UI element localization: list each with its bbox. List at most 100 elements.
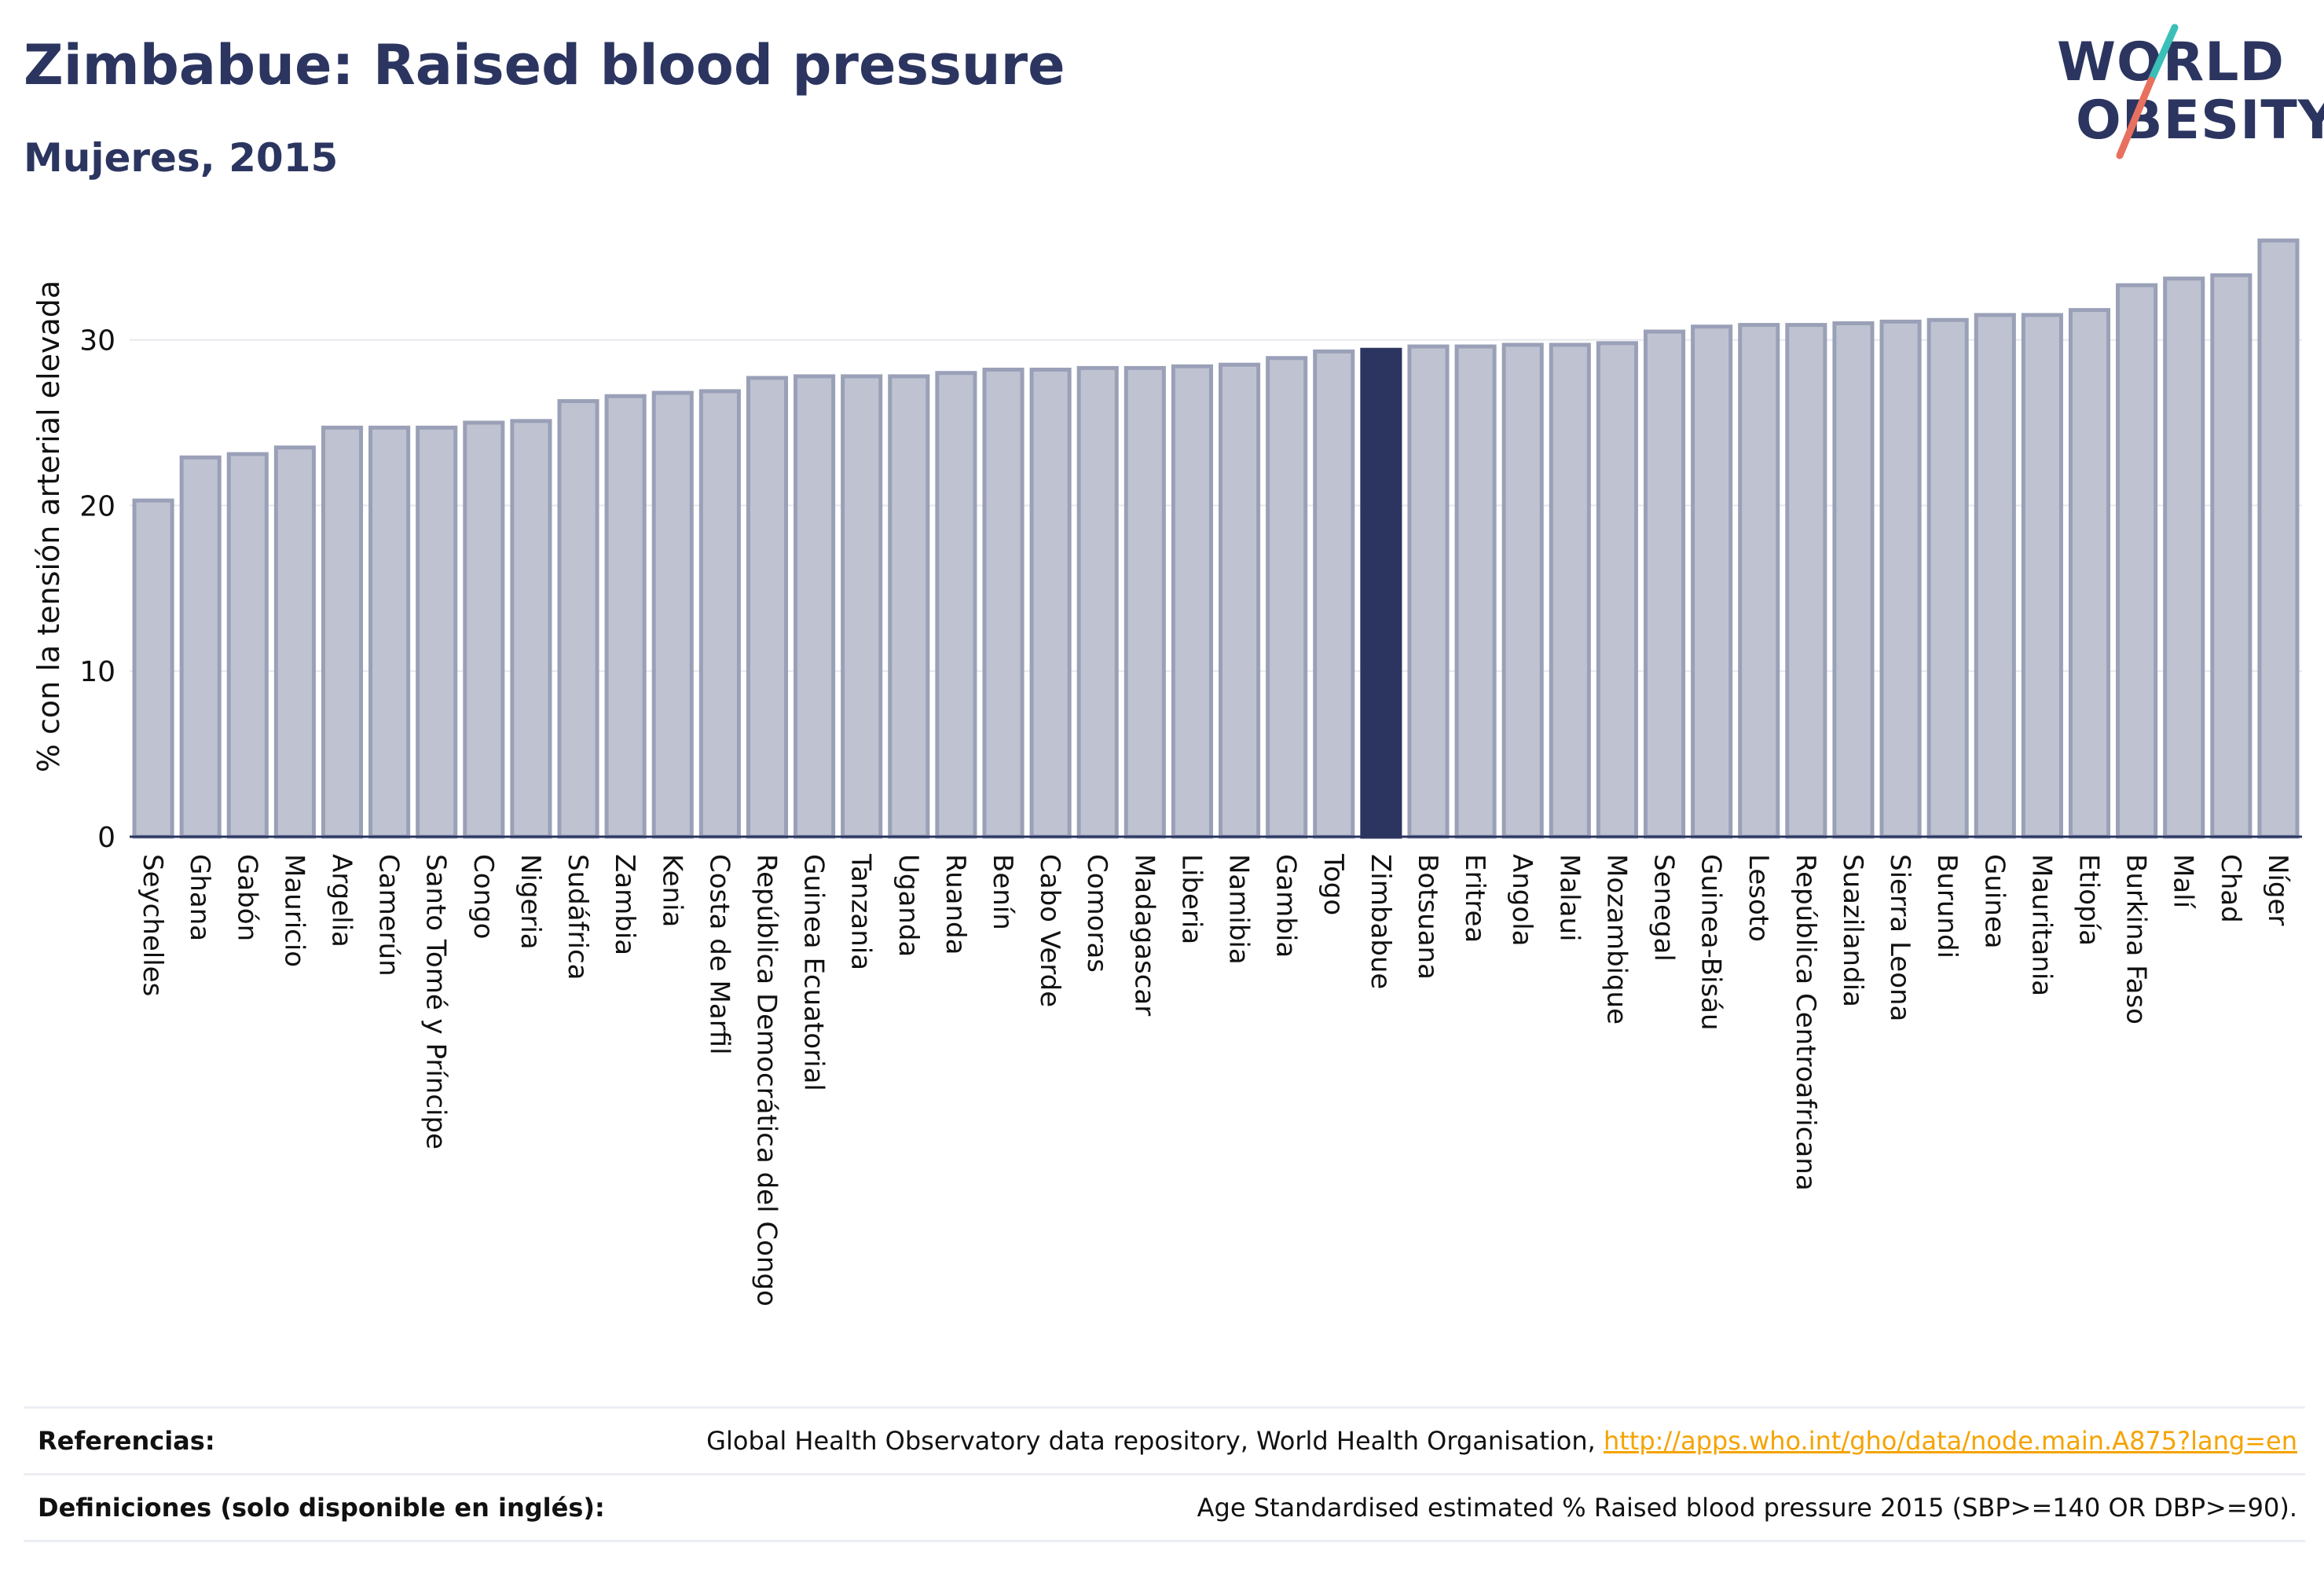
bar-ghana bbox=[179, 455, 222, 839]
x-tick-label: Zambia bbox=[609, 854, 640, 955]
bar-togo bbox=[1313, 349, 1355, 839]
bar-mal- bbox=[2163, 277, 2205, 839]
bar-liberia bbox=[1171, 364, 1213, 839]
bar-seychelles bbox=[132, 498, 174, 839]
bar-tanzania bbox=[841, 374, 883, 839]
references-row: Referencias: Global Health Observatory d… bbox=[24, 1406, 2305, 1473]
x-tick-label: Malí bbox=[2168, 854, 2199, 910]
bar-guinea bbox=[1974, 313, 2016, 839]
bar-cabo-verde bbox=[1029, 368, 1072, 839]
y-tick-label: 0 bbox=[97, 822, 115, 854]
bar-kenia bbox=[651, 390, 694, 839]
world-obesity-logo: WORLD OBESITY bbox=[2057, 24, 2324, 165]
x-tick-label: Guinea Ecuatorial bbox=[798, 854, 830, 1091]
bar-mauritania bbox=[2021, 313, 2063, 839]
bar-n-ger bbox=[2257, 238, 2300, 839]
x-tick-label: Argelia bbox=[325, 854, 357, 947]
bar-sud-frica bbox=[557, 399, 599, 839]
y-axis-label: % con la tensión arterial elevada bbox=[31, 280, 66, 772]
bar-zimbabue bbox=[1360, 347, 1402, 839]
references-table: Referencias: Global Health Observatory d… bbox=[24, 1406, 2305, 1542]
definitions-value: Age Standardised estimated % Raised bloo… bbox=[1197, 1493, 2297, 1523]
x-tick-label: Níger bbox=[2262, 854, 2293, 925]
x-tick-label: Togo bbox=[1318, 853, 1349, 915]
bar-argelia bbox=[321, 425, 364, 839]
bar-chart: 0 10 20 30 Seychelles Ghana Gabón Mauricio Argel… bbox=[31, 238, 2302, 1307]
bar-zambia bbox=[604, 394, 647, 839]
x-tick-label: Benín bbox=[987, 854, 1018, 930]
x-tick-label: Congo bbox=[467, 854, 499, 939]
bar-sierra-leona bbox=[1879, 319, 1922, 839]
bar-senegal bbox=[1643, 329, 1686, 839]
x-tick-label: Sudáfrica bbox=[562, 854, 593, 980]
x-tick-label: Ruanda bbox=[940, 854, 971, 955]
x-tick-label: Etiopía bbox=[2073, 854, 2105, 946]
x-tick-label: Guinea-Bisáu bbox=[1695, 854, 1727, 1031]
references-link[interactable]: http://apps.who.int/gho/data/node.main.A… bbox=[1603, 1426, 2297, 1456]
x-tick-label: Santo Tomé y Príncipe bbox=[420, 854, 452, 1149]
y-tick-label: 10 bbox=[79, 656, 115, 688]
bar-mauricio bbox=[273, 445, 316, 839]
bar-etiop-a bbox=[2068, 308, 2111, 839]
bar-madagascar bbox=[1124, 365, 1166, 839]
x-tick-label: Uganda bbox=[893, 854, 924, 957]
x-tick-label: Malaui bbox=[1553, 854, 1585, 941]
bar-rep-blica-centroafricana bbox=[1785, 323, 1827, 839]
logo-line2: OBESITY bbox=[2076, 90, 2324, 152]
bar-namibia bbox=[1219, 362, 1261, 839]
x-tick-label: Mozambique bbox=[1600, 854, 1632, 1024]
bar-santo-tom-y-pr-ncipe bbox=[416, 425, 458, 839]
x-tick-label: Guinea bbox=[1978, 854, 2010, 949]
bar-gambia bbox=[1266, 356, 1308, 839]
bar-costa-de-marfil bbox=[698, 389, 741, 839]
references-value: Global Health Observatory data repositor… bbox=[706, 1426, 2297, 1456]
bar-rep-blica-democr-tica-del-congo bbox=[746, 376, 789, 839]
references-label: Referencias: bbox=[38, 1426, 215, 1456]
axes: 0 10 20 30 Seychelles Ghana Gabón Mauricio Argel… bbox=[79, 325, 2302, 1307]
bar-camer-n bbox=[368, 425, 411, 839]
x-tick-label: Burundi bbox=[1931, 854, 1963, 958]
bar-mozambique bbox=[1596, 341, 1638, 839]
bar-gab-n bbox=[226, 452, 269, 839]
x-tick-label: Madagascar bbox=[1128, 854, 1160, 1016]
bar-burundi bbox=[1926, 317, 1969, 839]
bar-burkina-faso bbox=[2116, 283, 2158, 839]
bar-guinea-bis-u bbox=[1691, 324, 1733, 839]
x-tick-label: Liberia bbox=[1175, 854, 1207, 944]
bar-comoras bbox=[1076, 365, 1119, 839]
x-tick-label: Camerún bbox=[373, 854, 405, 977]
bars bbox=[132, 238, 2300, 839]
bar-uganda bbox=[888, 374, 930, 839]
x-tick-label: Suazilandia bbox=[1837, 854, 1868, 1007]
bar-lesoto bbox=[1738, 323, 1780, 839]
x-tick-label: Cabo Verde bbox=[1034, 854, 1065, 1007]
x-tick-label: Burkina Faso bbox=[2121, 854, 2152, 1024]
x-tick-label: Eritrea bbox=[1459, 854, 1490, 943]
x-tick-label: Chad bbox=[2215, 854, 2246, 923]
x-tick-label: Sierra Leona bbox=[1884, 854, 1915, 1021]
bar-botsuana bbox=[1407, 344, 1450, 839]
bar-ruanda bbox=[935, 371, 977, 839]
x-tick-label: Costa de Marfil bbox=[703, 854, 735, 1055]
chart-title: Zimbabue: Raised blood pressure bbox=[24, 33, 1065, 97]
x-tick-label: Senegal bbox=[1648, 854, 1680, 962]
references-source: Global Health Observatory data repositor… bbox=[706, 1426, 1596, 1456]
bar-guinea-ecuatorial bbox=[794, 374, 836, 839]
x-tick-label: Angola bbox=[1506, 854, 1538, 946]
bar-congo bbox=[463, 420, 505, 839]
x-tick-label: República Centroafricana bbox=[1790, 854, 1821, 1191]
x-tick-label: Mauricio bbox=[278, 854, 310, 967]
x-tick-label: Ghana bbox=[184, 854, 215, 941]
definitions-row: Definiciones (solo disponible en inglés)… bbox=[24, 1473, 2305, 1542]
x-tick-label: Mauritania bbox=[2025, 854, 2057, 996]
definitions-label: Definiciones (solo disponible en inglés)… bbox=[38, 1493, 605, 1523]
y-tick-label: 30 bbox=[79, 325, 115, 357]
bar-nigeria bbox=[510, 419, 552, 839]
bar-eritrea bbox=[1454, 344, 1497, 839]
bar-angola bbox=[1501, 343, 1544, 839]
bar-chad bbox=[2210, 273, 2253, 839]
x-tick-label: Tanzania bbox=[845, 853, 877, 970]
y-tick-label: 20 bbox=[79, 490, 115, 522]
x-tick-label: Seychelles bbox=[137, 854, 168, 996]
bar-suazilandia bbox=[1832, 321, 1875, 839]
